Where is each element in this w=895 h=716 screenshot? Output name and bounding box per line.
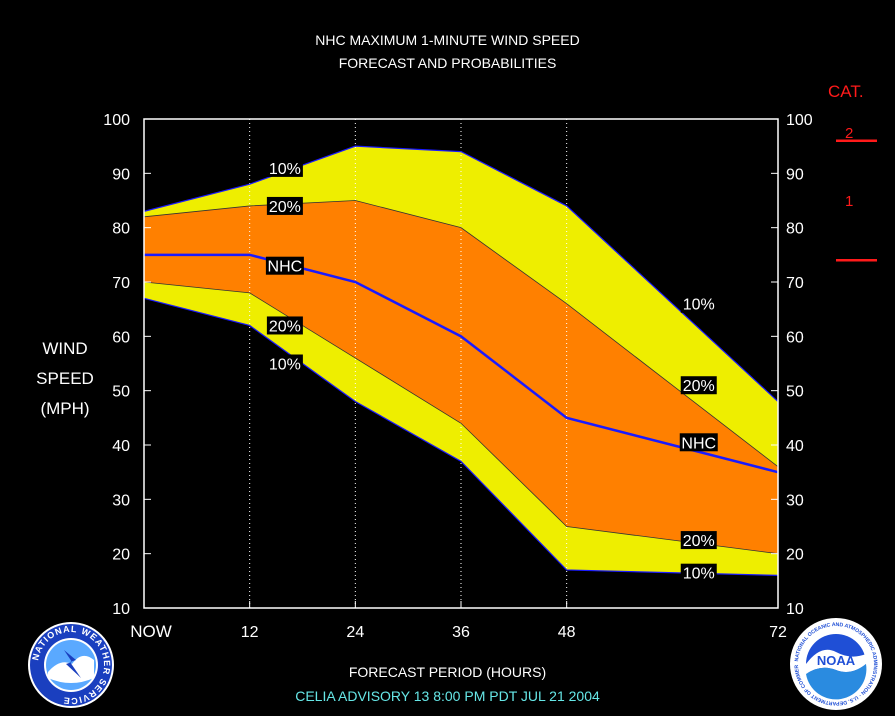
nhc-forecast-line	[144, 253, 779, 474]
x-tick-label: 36	[452, 624, 470, 641]
noaa-logo-icon: NOAA NATIONAL OCEANIC AND ATMOSPHERIC AD…	[788, 616, 882, 710]
band-label-10pct: 10%	[269, 357, 301, 374]
y-tick-label-right: 90	[786, 166, 804, 183]
band-label-20pct: 20%	[683, 378, 715, 395]
y-axis-label-line3: (MPH)	[40, 399, 90, 418]
y-tick-label-left: 90	[112, 166, 130, 183]
band-label-box	[266, 354, 303, 373]
band-label-box	[680, 376, 717, 395]
x-tick-label: 12	[241, 624, 259, 641]
y-tick-label-right: 30	[786, 492, 804, 509]
band-label-10pct: 10%	[683, 297, 715, 314]
boundary-20-line	[143, 200, 779, 468]
band-20-percent	[144, 200, 778, 554]
y-tick-label-right: 60	[786, 329, 804, 346]
band-label-box	[266, 158, 303, 177]
band-label-box	[680, 294, 717, 313]
y-tick-label-left: 70	[112, 275, 130, 292]
y-tick-label-right: 70	[786, 275, 804, 292]
band-label-20pct: 20%	[269, 318, 301, 335]
y-tick-label-left: 20	[112, 547, 130, 564]
category-1-label: 1	[845, 193, 854, 210]
band-label-10pct: 10%	[269, 161, 301, 178]
y-tick-label-right: 40	[786, 438, 804, 455]
y-tick-label-left: 50	[112, 384, 130, 401]
category-2-label: 2	[845, 125, 854, 142]
band-label-box	[266, 316, 303, 335]
boundary-10-line	[143, 297, 779, 576]
y-tick-label-right: 80	[786, 221, 804, 238]
y-tick-label-left: 40	[112, 438, 130, 455]
y-tick-label-left: 100	[103, 112, 130, 129]
nws-logo-icon: NATIONAL WEATHER SERVICE	[28, 622, 114, 708]
y-tick-label-right: 100	[786, 112, 813, 129]
band-label-10pct: 10%	[683, 566, 715, 583]
x-tick-label: 72	[769, 624, 787, 641]
x-tick-label: NOW	[130, 622, 172, 641]
chart-title-line2: FORECAST AND PROBABILITIES	[338, 55, 557, 71]
band-label-20pct: 20%	[269, 199, 301, 216]
y-axis-label-line2: SPEED	[36, 369, 94, 388]
band-label-box	[679, 433, 718, 452]
chart-title-line1: NHC MAXIMUM 1-MINUTE WIND SPEED	[315, 32, 580, 48]
y-tick-label-right: 50	[786, 384, 804, 401]
advisory-text: CELIA ADVISORY 13 8:00 PM PDT JUL 21 200…	[295, 688, 600, 704]
category-header: CAT.	[828, 82, 864, 101]
band-label-nhc: NHC	[681, 435, 716, 452]
x-axis-label: FORECAST PERIOD (HOURS)	[348, 664, 547, 680]
y-tick-label-left: 60	[112, 329, 130, 346]
y-tick-label-left: 30	[112, 492, 130, 509]
band-label-20pct: 20%	[683, 533, 715, 550]
band-label-box	[266, 196, 303, 215]
y-tick-label-right: 20	[786, 547, 804, 564]
band-label-box	[680, 531, 717, 550]
y-axis-label-line1: WIND	[42, 339, 88, 358]
boundary-10-line	[143, 145, 779, 402]
band-label-box	[680, 563, 717, 582]
band-label-box	[265, 256, 304, 275]
y-tick-label-left: 80	[112, 221, 130, 238]
band-label-nhc: NHC	[268, 259, 303, 276]
noaa-logo-text: NOAA	[817, 653, 856, 668]
x-tick-label: 48	[558, 624, 576, 641]
y-tick-label-left: 10	[112, 601, 130, 618]
x-tick-label: 24	[346, 624, 364, 641]
y-tick-label-right: 10	[786, 601, 804, 618]
boundary-20-line	[143, 281, 779, 555]
